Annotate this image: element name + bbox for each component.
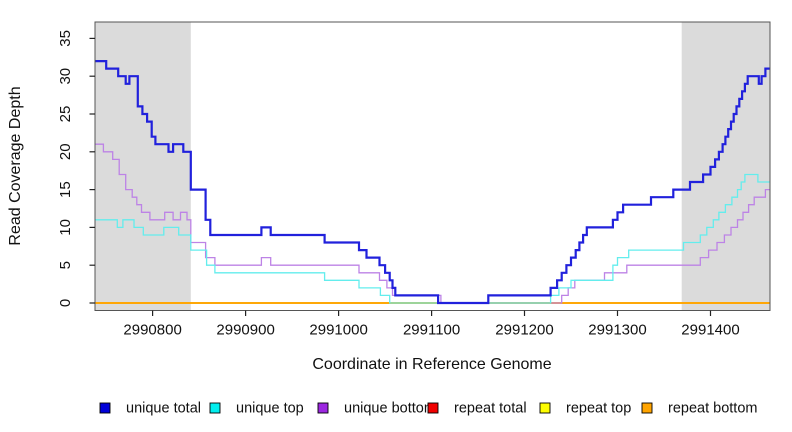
legend-item-unique-total: unique total bbox=[99, 401, 201, 417]
plot-border-box bbox=[94, 21, 771, 311]
x-tick-label: 2991000 bbox=[309, 322, 367, 339]
x-tick-label: 2991400 bbox=[681, 322, 739, 339]
y-tick-label: 5 bbox=[57, 261, 74, 269]
legend-swatch-unique-top bbox=[209, 402, 221, 414]
series-line-unique-bottom bbox=[95, 143, 770, 304]
y-tick-label: 30 bbox=[57, 68, 74, 85]
y-tick-label: 20 bbox=[57, 143, 74, 160]
series-line-unique-top bbox=[95, 173, 770, 304]
y-tick-label: 25 bbox=[57, 106, 74, 123]
legend-swatch-unique-bottom bbox=[317, 402, 329, 414]
x-axis-title: Coordinate in Reference Genome bbox=[312, 356, 551, 373]
legend: unique total unique top unique bottom repea… bbox=[99, 401, 757, 417]
x-tick-label: 2991200 bbox=[495, 322, 553, 339]
legend-item-repeat-bottom: repeat bottom bbox=[641, 401, 757, 417]
legend-item-unique-top: unique top bbox=[209, 401, 304, 417]
coverage-series-lines bbox=[95, 60, 770, 305]
y-tick-label: 0 bbox=[57, 299, 74, 307]
legend-label: repeat top bbox=[566, 401, 631, 417]
series-line-unique-total bbox=[95, 60, 770, 305]
repeat-region-shade-0 bbox=[95, 22, 191, 311]
repeat-region-shade-1 bbox=[681, 22, 770, 311]
x-tick-label: 2990800 bbox=[123, 322, 181, 339]
x-tick-label: 2991100 bbox=[403, 322, 460, 339]
y-tick-label: 35 bbox=[57, 30, 74, 47]
legend-item-repeat-top: repeat top bbox=[539, 401, 631, 417]
legend-label: unique top bbox=[236, 401, 304, 417]
legend-swatch-repeat-total bbox=[427, 402, 439, 414]
legend-swatch-unique-total bbox=[99, 402, 111, 414]
y-tick-label: 15 bbox=[57, 181, 74, 198]
legend-item-unique-bottom: unique bottom bbox=[317, 401, 436, 417]
legend-label: repeat total bbox=[454, 401, 527, 417]
legend-swatch-repeat-bottom bbox=[641, 402, 653, 414]
y-tick-label: 10 bbox=[57, 219, 74, 236]
x-tick-label: 2990900 bbox=[216, 322, 274, 339]
legend-item-repeat-total: repeat total bbox=[427, 401, 527, 417]
shaded-repeat-regions bbox=[95, 22, 770, 311]
legend-swatch-repeat-top bbox=[539, 402, 551, 414]
legend-label: unique bottom bbox=[344, 401, 436, 417]
y-axis-title: Read Coverage Depth bbox=[7, 86, 24, 245]
legend-label: repeat bottom bbox=[668, 401, 757, 417]
axes: 2990800 2990900 2991000 2991100 2991200 29913… bbox=[57, 21, 771, 339]
x-tick-label: 2991300 bbox=[588, 322, 646, 339]
legend-label: unique total bbox=[126, 401, 201, 417]
